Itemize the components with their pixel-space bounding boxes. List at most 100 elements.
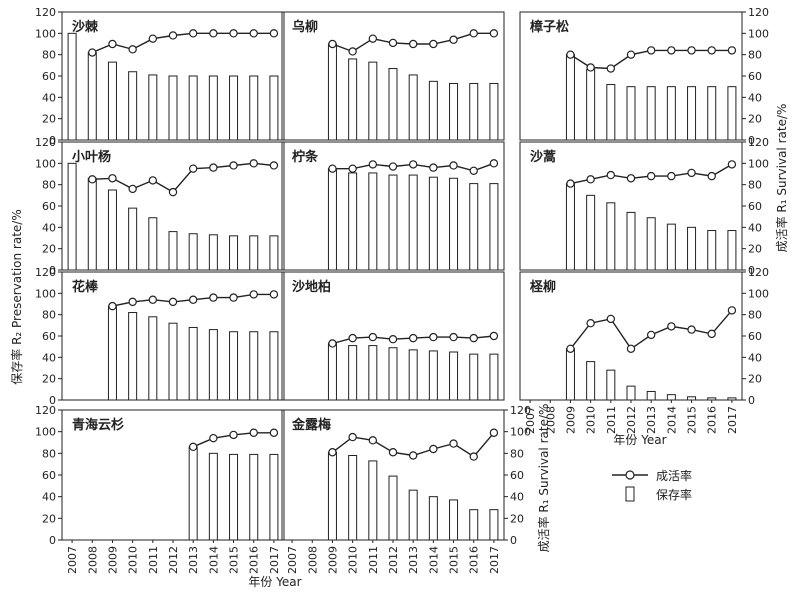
y-tick-label: 20 <box>42 512 56 525</box>
y-tick-label: 120 <box>35 6 56 19</box>
series-point <box>566 344 575 353</box>
series-point <box>388 38 398 48</box>
bar <box>188 326 198 401</box>
x-tick-label: 2017 <box>268 546 281 574</box>
chart-panel: 柠条 <box>281 141 505 271</box>
y-tick-label: 40 <box>748 351 762 364</box>
y-tick-label: 100 <box>748 287 769 300</box>
bar <box>606 369 616 401</box>
panel-title: 小叶杨 <box>72 149 111 165</box>
y-tick-label: 0 <box>49 394 56 407</box>
bar <box>208 234 218 271</box>
bar <box>348 455 358 541</box>
x-tick-label: 2010 <box>585 406 598 434</box>
x-tick-label: 2011 <box>367 546 380 574</box>
series-line <box>569 309 733 350</box>
series-point <box>469 29 478 38</box>
y-tick-label: 0 <box>748 134 755 147</box>
series-point <box>348 164 357 173</box>
series-point <box>469 452 478 461</box>
bar <box>666 86 676 141</box>
bar <box>565 348 575 401</box>
y-tick-label: 40 <box>42 351 56 364</box>
x-tick-label: 2007 <box>524 406 537 434</box>
series-point <box>328 448 337 457</box>
x-tick-label: 2010 <box>347 546 360 574</box>
series-point <box>626 50 636 59</box>
series-point <box>348 47 357 56</box>
series-line <box>92 162 274 193</box>
series-point <box>148 295 158 304</box>
chart-panel: 乌柳 <box>281 11 505 141</box>
bar <box>469 353 479 401</box>
bar <box>449 177 459 271</box>
panel-title: 沙棘 <box>72 19 99 35</box>
series-line <box>92 32 274 54</box>
series-point <box>586 63 595 72</box>
bar <box>168 75 178 141</box>
bar <box>626 86 636 141</box>
y-tick-label: 20 <box>748 243 762 256</box>
series-point <box>429 163 438 172</box>
x-tick-label: 2009 <box>107 546 120 574</box>
y-tick-label: 60 <box>510 469 524 482</box>
y-tick-label: 60 <box>748 200 762 213</box>
series-point <box>368 436 378 445</box>
legend: 成活率 保存率 <box>612 468 692 502</box>
panel-title: 金露梅 <box>291 417 331 433</box>
panel-title: 花棒 <box>72 279 99 295</box>
bar <box>707 86 717 141</box>
series-point <box>707 329 716 339</box>
bar <box>148 217 158 271</box>
x-tick-label: 2017 <box>726 406 739 434</box>
bar <box>727 86 737 141</box>
series-point <box>626 174 636 183</box>
bar <box>327 43 337 141</box>
bar <box>148 316 158 401</box>
series-point <box>727 306 737 315</box>
y-tick-label: 80 <box>510 447 524 460</box>
x-tick-label: 2008 <box>544 406 557 434</box>
y-tick-label: 0 <box>49 264 56 277</box>
bar <box>687 86 697 141</box>
series-point <box>469 333 478 343</box>
series-point <box>88 175 97 184</box>
y-tick-label: 120 <box>35 404 56 417</box>
bar <box>368 172 378 271</box>
chart-panel: 0 20 40 60 80 100 120 沙蒿 <box>519 136 769 277</box>
bar <box>269 75 279 141</box>
series-point <box>646 330 656 340</box>
bar <box>388 347 398 401</box>
bar <box>87 52 97 141</box>
bar <box>128 207 138 271</box>
series-point <box>449 35 458 44</box>
bar <box>188 446 198 541</box>
chart-panel: 0 20 40 60 80 100 120 柽柳 2007 2008 2009 2010 2011 201… <box>519 266 769 434</box>
series-point <box>249 428 258 437</box>
series-point <box>606 170 616 180</box>
chart-panel: 沙地柏 <box>281 271 505 401</box>
chart-panel: 0 20 40 60 80 100 120 樟子松 <box>519 6 769 147</box>
bar <box>428 176 438 271</box>
series-point <box>586 319 595 328</box>
bar <box>348 172 358 271</box>
y-tick-label: 100 <box>35 287 56 300</box>
bar <box>469 509 479 541</box>
series-point <box>188 29 198 38</box>
series-point <box>209 163 218 172</box>
bar <box>67 162 77 271</box>
bar <box>666 394 676 401</box>
series-point <box>687 168 696 178</box>
y-tick-label: 40 <box>42 221 56 234</box>
y-tick-label: 100 <box>748 157 769 170</box>
series-point <box>209 293 218 302</box>
y-tick-label: 120 <box>510 404 531 417</box>
bar <box>449 499 459 541</box>
panels-layer: 0 20 40 60 80 100 120 沙棘 乌柳 0 20 40 60 80 100 120 樟子松 0 20… <box>35 6 769 574</box>
bar <box>687 396 697 401</box>
bar <box>606 84 616 141</box>
bar <box>469 183 479 271</box>
series-point <box>328 339 337 348</box>
y-tick-label: 60 <box>42 70 56 83</box>
